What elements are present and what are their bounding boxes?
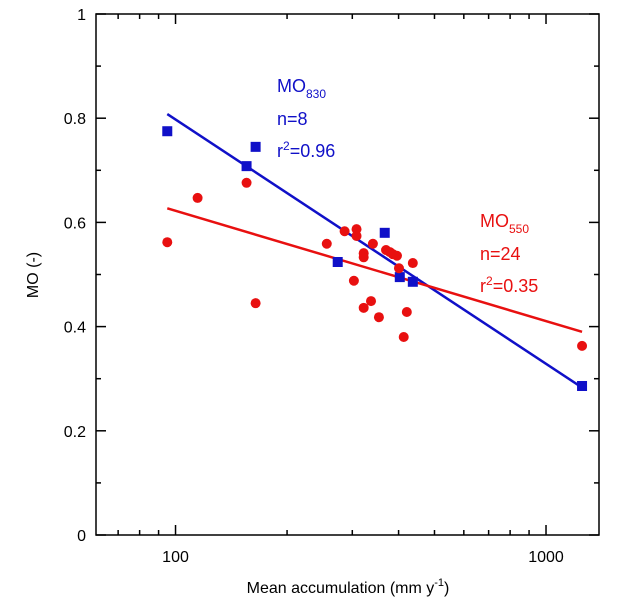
x-label-main: Mean accumulation (mm y [247, 580, 435, 597]
y-axis-label: MO (-) [25, 252, 42, 298]
annotation: r2=0.96 [277, 139, 335, 161]
point [241, 177, 252, 188]
annotation: r2=0.35 [480, 274, 538, 296]
ann-r: r [277, 141, 283, 161]
point [339, 226, 350, 237]
ann-r2: =0.35 [493, 276, 539, 296]
x-label-end: ) [444, 580, 449, 597]
y-tick-label: 0.4 [64, 320, 86, 337]
point [379, 227, 390, 238]
fit-line [166, 112, 583, 389]
ann-sub: 830 [306, 87, 326, 101]
point [367, 238, 378, 249]
annotation: n=24 [480, 244, 521, 264]
point [192, 192, 203, 203]
ann-r: r [480, 276, 486, 296]
point [373, 312, 384, 323]
point [162, 237, 173, 248]
point [391, 250, 402, 261]
point [394, 272, 405, 283]
y-tick-label: 1 [77, 7, 86, 24]
y-tick-label: 0.8 [64, 111, 86, 128]
ann-name: MO [277, 76, 306, 96]
point [407, 258, 418, 269]
point [321, 238, 332, 249]
point [241, 161, 252, 172]
point [577, 340, 588, 351]
point [577, 380, 588, 391]
fit-line [166, 207, 583, 334]
plot-frame [95, 13, 600, 536]
ann-sup: 2 [486, 274, 493, 288]
x-label-sup: -1 [434, 577, 444, 589]
ann-r2: =0.96 [290, 141, 336, 161]
point [358, 252, 369, 263]
y-tick-label: 0 [77, 528, 86, 545]
x-tick-label: 100 [162, 549, 189, 566]
point [351, 230, 362, 241]
point [401, 307, 412, 318]
y-tick-label: 0.2 [64, 424, 86, 441]
point [250, 298, 261, 309]
ann-name: MO [480, 211, 509, 231]
ann-sub: 550 [509, 222, 529, 236]
point [358, 302, 369, 313]
point [332, 256, 343, 267]
ann-sup: 2 [283, 139, 290, 153]
point [162, 126, 173, 137]
point [366, 296, 377, 307]
annotation: MO830 [277, 76, 326, 101]
point [250, 141, 261, 152]
point [393, 263, 404, 274]
x-axis-label: Mean accumulation (mm y-1) [247, 577, 450, 597]
point [398, 332, 409, 343]
point [348, 275, 359, 286]
annotation: n=8 [277, 109, 308, 129]
annotation: MO550 [480, 211, 529, 236]
y-tick-label: 0.6 [64, 215, 86, 232]
x-tick-label: 1000 [528, 549, 564, 566]
point [407, 276, 418, 287]
